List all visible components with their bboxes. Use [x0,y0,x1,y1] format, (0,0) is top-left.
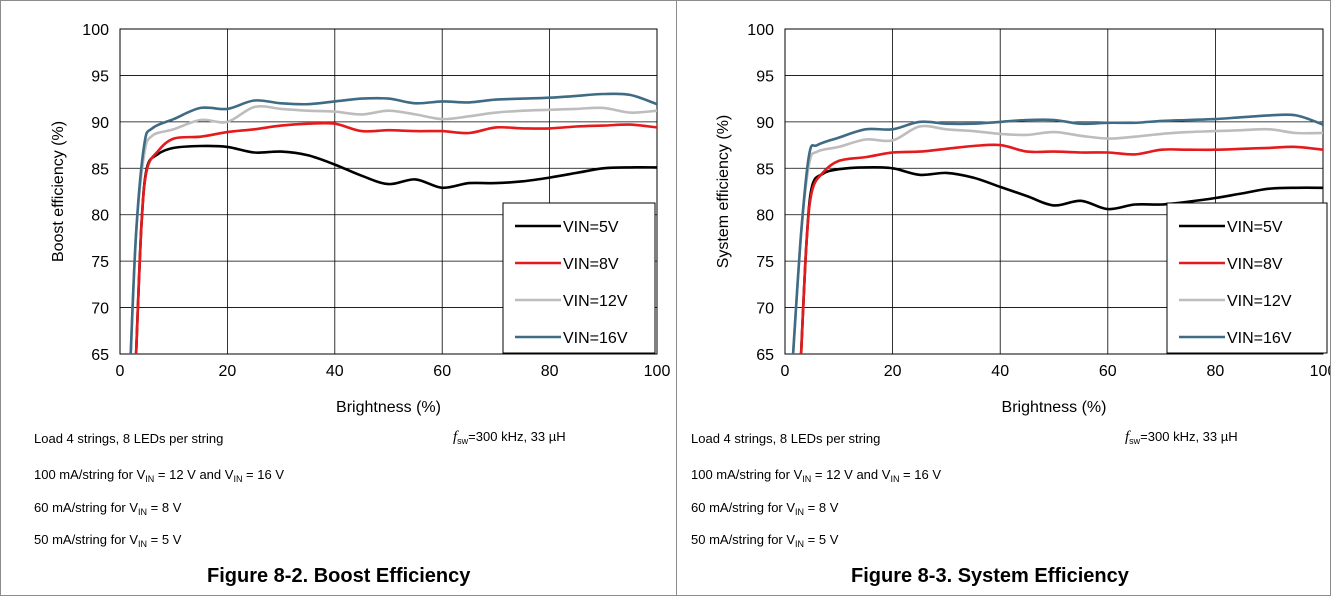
y-tick-label: 90 [756,115,774,132]
x-tick-label: 60 [433,363,451,380]
x-tick-label: 0 [116,363,125,380]
plot-frame [784,28,1324,355]
series-line-vin-8v [799,143,1323,354]
x-tick-label: 40 [326,363,344,380]
note-text: 50 mA/string for V [691,532,796,547]
series-line-vin-8v [134,121,657,354]
current-note-12v-16v: 100 mA/string for VIN = 12 V and VIN = 1… [34,467,284,484]
series-line-vin-5v [799,165,1323,354]
fsw-symbol: f [1125,429,1130,445]
legend-box [502,202,656,354]
series-line-vin-16v [791,113,1323,354]
note-subscript: IN [802,474,812,484]
note-text: 60 mA/string for V [691,500,796,515]
x-tick-label: 80 [541,363,559,380]
y-axis-label: System efficiency (%) [715,115,732,269]
current-note-12v-16v: 100 mA/string for VIN = 12 V and VIN = 1… [691,467,941,484]
y-tick-label: 100 [747,22,774,39]
series-line-vin-16v [129,92,657,354]
note-subscript: IN [145,474,155,484]
x-tick-label: 100 [1310,363,1331,380]
current-note-8v: 60 mA/string for VIN = 8 V [34,500,181,517]
legend-label: VIN=16V [1227,330,1292,347]
note-subscript: IN [233,474,243,484]
legend-label: VIN=12V [563,293,628,310]
note-text: = 5 V [804,532,839,547]
y-tick-label: 95 [91,68,109,85]
x-tick-label: 80 [1207,363,1225,380]
plot-frame [119,28,658,355]
legend: VIN=5V VIN=8V VIN=12V VIN=16V [1166,202,1328,354]
note-text: 100 mA/string for V [34,467,146,482]
x-axis-label: Brightness (%) [336,399,441,416]
note-subscript: IN [138,539,148,549]
series-line-vin-5v [134,144,657,354]
y-tick-label: 70 [91,301,109,318]
legend-label: VIN=8V [563,256,619,273]
x-tick-label: 60 [1099,363,1117,380]
fsw-symbol: f [453,429,458,445]
note-text: = 12 V and V [154,467,234,482]
legend: VIN=5V VIN=8V VIN=12V VIN=16V [502,202,656,354]
fsw-note: fsw=300 kHz, 33 µH [1125,429,1238,446]
load-note: Load 4 strings, 8 LEDs per string [691,431,881,446]
series-line-vin-12v [129,104,657,354]
note-text: = 12 V and V [811,467,891,482]
x-tick-label: 100 [644,363,671,380]
note-text: 50 mA/string for V [34,532,139,547]
fsw-value: =300 kHz, 33 µH [1140,429,1238,444]
y-tick-label: 75 [756,254,774,271]
y-tick-label: 85 [756,161,774,178]
note-text: = 8 V [147,500,182,515]
y-tick-label: 90 [91,115,109,132]
y-tick-label: 65 [756,347,774,364]
current-note-5v: 50 mA/string for VIN = 5 V [691,532,838,549]
note-subscript: IN [795,539,805,549]
fsw-note: fsw=300 kHz, 33 µH [453,429,566,446]
figure-caption: Figure 8-2. Boost Efficiency [207,565,471,587]
legend-label: VIN=8V [1227,256,1283,273]
note-text: 100 mA/string for V [691,467,803,482]
y-tick-label: 75 [91,254,109,271]
legend-label: VIN=5V [563,219,619,236]
figure-8-3-panel: 0 20 40 60 80 100 65 70 75 80 85 90 95 100 Brightness … [676,0,1331,596]
y-tick-label: 65 [91,347,109,364]
legend-label: VIN=12V [1227,293,1292,310]
legend-label: VIN=16V [563,330,628,347]
figure-8-2-panel: 0 20 40 60 80 100 65 70 75 80 85 90 95 100 Brightness … [0,0,677,596]
x-tick-label: 20 [884,363,902,380]
y-tick-label: 80 [756,208,774,225]
boost-efficiency-chart: 0 20 40 60 80 100 65 70 75 80 85 90 95 100 Brightness … [50,22,671,416]
note-text: = 8 V [804,500,839,515]
system-efficiency-chart: 0 20 40 60 80 100 65 70 75 80 85 90 95 100 Brightness … [715,22,1331,416]
figure-caption: Figure 8-3. System Efficiency [851,565,1129,587]
note-subscript: IN [795,507,805,517]
load-note: Load 4 strings, 8 LEDs per string [34,431,224,446]
note-text: 60 mA/string for V [34,500,139,515]
current-note-8v: 60 mA/string for VIN = 8 V [691,500,838,517]
x-tick-label: 0 [781,363,790,380]
legend-label: VIN=5V [1227,219,1283,236]
note-subscript: IN [890,474,900,484]
note-text: = 5 V [147,532,182,547]
series-line-vin-12v [791,124,1323,354]
note-subscript: IN [138,507,148,517]
y-axis-label: Boost efficiency (%) [50,121,67,262]
y-tick-label: 80 [91,208,109,225]
y-tick-label: 100 [82,22,109,39]
x-tick-label: 40 [991,363,1009,380]
y-tick-label: 85 [91,161,109,178]
fsw-value: =300 kHz, 33 µH [468,429,566,444]
note-text: = 16 V [899,467,941,482]
y-tick-label: 70 [756,301,774,318]
legend-box [1166,202,1328,354]
note-text: = 16 V [242,467,284,482]
y-tick-label: 95 [756,68,774,85]
x-axis-label: Brightness (%) [1002,399,1107,416]
fsw-subscript: sw [1129,436,1141,446]
x-tick-label: 20 [219,363,237,380]
fsw-subscript: sw [457,436,469,446]
current-note-5v: 50 mA/string for VIN = 5 V [34,532,181,549]
